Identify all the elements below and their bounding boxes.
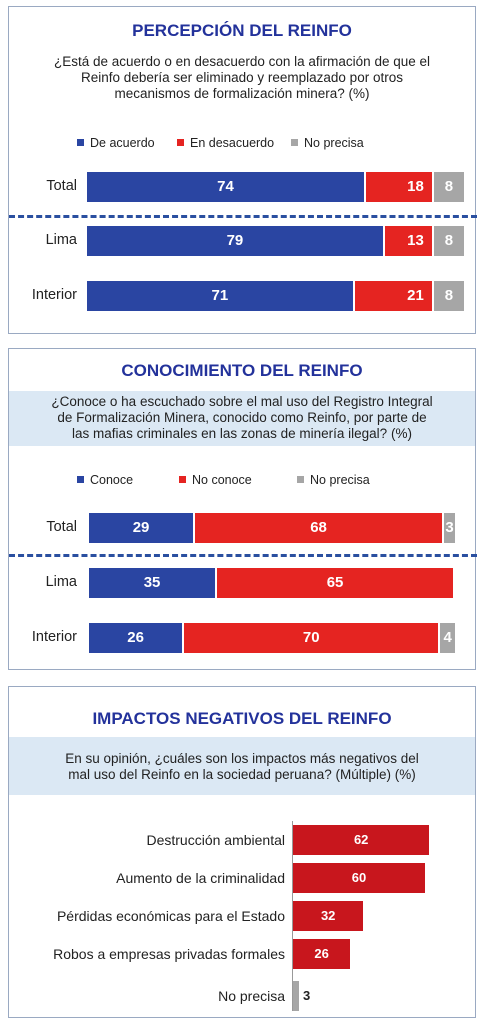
legend-label: No precisa <box>304 136 364 150</box>
panel-impactos: IMPACTOS NEGATIVOS DEL REINFO En su opin… <box>8 686 476 1018</box>
panel-conocimiento: CONOCIMIENTO DEL REINFO ¿Conoce o ha esc… <box>8 348 477 670</box>
bar: 60 <box>293 863 425 893</box>
legend-label: Conoce <box>90 473 134 487</box>
divider-dashed <box>9 215 477 218</box>
bar-segment: 65 <box>217 568 453 598</box>
category-label: Destrucción ambiental <box>146 832 285 848</box>
bar: 62 <box>293 825 430 855</box>
legend-item: De acuerdo <box>77 136 155 150</box>
bar-segment: 70 <box>184 623 439 653</box>
legend-label: No conoce <box>192 473 252 487</box>
question-line: Reinfo debería ser eliminado y reemplaza… <box>81 70 403 85</box>
panel-title: PERCEPCIÓN DEL REINFO <box>132 21 352 40</box>
question-line: ¿Está de acuerdo o en desacuerdo con la … <box>54 54 430 69</box>
category-label: Lima <box>45 232 77 248</box>
category-label: Lima <box>45 574 77 590</box>
question-text: ¿Está de acuerdo o en desacuerdo con la … <box>9 54 475 102</box>
question-line: las mafias criminales en las zonas de mi… <box>72 426 412 441</box>
bar-segment: 71 <box>87 281 353 311</box>
bar-segment: 8 <box>433 172 464 202</box>
panel-title: IMPACTOS NEGATIVOS DEL REINFO <box>92 709 392 728</box>
category-label: No precisa <box>218 988 285 1004</box>
data-label: 3 <box>303 988 311 1003</box>
legend-swatch-red <box>179 476 186 484</box>
legend-label: De acuerdo <box>90 136 155 150</box>
axis-line <box>292 821 293 1011</box>
category-label: Interior <box>31 287 77 303</box>
category-label: Pérdidas económicas para el Estado <box>56 908 285 924</box>
bar-segment: 8 <box>433 226 464 256</box>
bar-segment: 26 <box>89 623 183 653</box>
divider-dashed <box>9 554 477 557</box>
legend-label: No precisa <box>310 473 370 487</box>
bar-segment: 8 <box>433 281 464 311</box>
question-line: de Formalización Minera, conocido como R… <box>57 410 427 425</box>
bar-segment: 4 <box>440 623 455 653</box>
category-label: Interior <box>31 629 77 645</box>
bar: 32 <box>293 901 364 931</box>
bar-segment: 18 <box>365 172 432 202</box>
question-line: mal uso del Reinfo en la sociedad peruan… <box>68 767 416 782</box>
question-text: ¿Conoce o ha escuchado sobre el mal uso … <box>9 391 475 446</box>
bar-segment: 13 <box>384 226 432 256</box>
legend-swatch-gray <box>297 476 304 484</box>
legend-item: Conoce <box>77 473 133 487</box>
question-line: ¿Conoce o ha escuchado sobre el mal uso … <box>51 394 433 409</box>
bar-segment: 79 <box>87 226 383 256</box>
category-label: Total <box>46 178 77 194</box>
legend-swatch-gray <box>291 139 298 147</box>
legend-swatch-blue <box>77 139 84 147</box>
question-line: mecanismos de formalización minera? (%) <box>114 86 370 101</box>
question-text: En su opinión, ¿cuáles son los impactos … <box>9 737 475 795</box>
legend-label: En desacuerdo <box>190 136 275 150</box>
bar-segment: 74 <box>87 172 364 202</box>
category-label: Total <box>46 519 77 535</box>
bar-segment: 29 <box>89 513 194 543</box>
legend-item: No conoce <box>179 473 252 487</box>
bar-segment: 35 <box>89 568 216 598</box>
legend-item: En desacuerdo <box>177 136 274 150</box>
legend-swatch-red <box>177 139 184 147</box>
bar <box>293 981 299 1011</box>
legend-item: No precisa <box>297 473 370 487</box>
question-line: En su opinión, ¿cuáles son los impactos … <box>65 751 419 766</box>
panel-title: CONOCIMIENTO DEL REINFO <box>121 361 363 380</box>
legend-swatch-blue <box>77 476 84 484</box>
category-label: Robos a empresas privadas formales <box>53 946 285 962</box>
bar-segment: 68 <box>195 513 442 543</box>
bar-segment: 3 <box>444 513 455 543</box>
legend-item: No precisa <box>291 136 364 150</box>
panel-percepcion: PERCEPCIÓN DEL REINFO ¿Está de acuerdo o… <box>8 6 477 334</box>
bar-segment: 21 <box>354 281 432 311</box>
bar: 26 <box>293 939 351 969</box>
category-label: Aumento de la criminalidad <box>116 870 285 886</box>
